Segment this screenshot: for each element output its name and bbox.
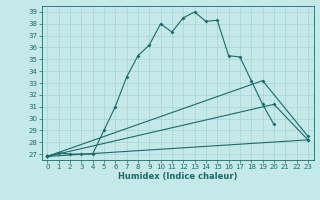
X-axis label: Humidex (Indice chaleur): Humidex (Indice chaleur) [118,172,237,181]
